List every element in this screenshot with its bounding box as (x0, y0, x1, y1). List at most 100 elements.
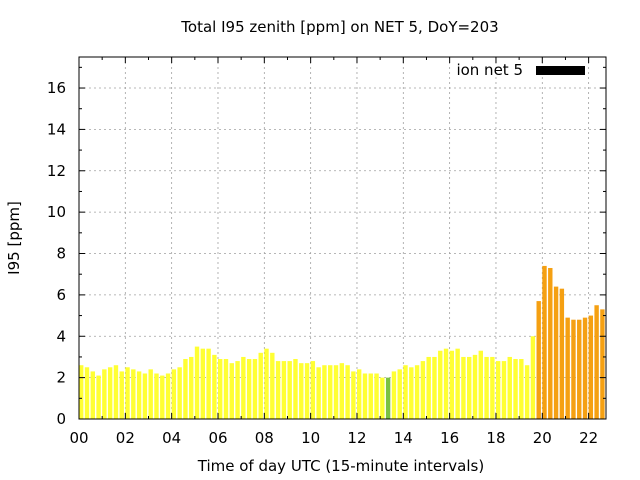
x-tick-label: 08 (255, 429, 274, 447)
bar (420, 361, 426, 419)
bar (356, 369, 362, 419)
bar (582, 317, 588, 419)
bar (530, 336, 536, 419)
bar (177, 367, 182, 419)
bar (310, 361, 316, 419)
bar (246, 359, 252, 419)
bar (391, 371, 397, 419)
bar (183, 359, 188, 419)
bar (165, 373, 171, 419)
bar (142, 373, 148, 419)
y-tick-label: 0 (56, 410, 66, 428)
bar (507, 356, 512, 419)
bar (148, 369, 153, 419)
bar (571, 319, 576, 419)
bar (90, 371, 95, 419)
bar (223, 359, 229, 419)
bar (594, 305, 599, 419)
bar (299, 363, 304, 419)
y-tick-label: 14 (47, 120, 66, 138)
bar (484, 356, 489, 419)
bar (316, 367, 321, 419)
bar (160, 375, 165, 419)
bar (368, 373, 373, 419)
bar (443, 348, 449, 419)
bar (490, 356, 495, 419)
bar (102, 369, 107, 419)
bar (293, 359, 298, 419)
bar (519, 359, 524, 419)
bar (542, 265, 547, 419)
bar (577, 319, 582, 419)
bar (328, 365, 333, 419)
legend: ion net 5 (456, 61, 585, 79)
bar (333, 365, 339, 419)
x-tick-label: 02 (116, 429, 135, 447)
bar (212, 354, 217, 419)
bar (189, 356, 194, 419)
y-tick-label: 12 (47, 162, 66, 180)
bar (565, 317, 570, 419)
bar (449, 350, 455, 419)
bar (600, 309, 605, 419)
bar (524, 365, 530, 419)
bar (171, 369, 177, 419)
x-tick-label: 10 (301, 429, 320, 447)
bar (275, 361, 281, 419)
bar (478, 350, 483, 419)
bar (264, 348, 269, 419)
x-tick-label: 16 (440, 429, 459, 447)
bar (548, 267, 553, 419)
bar (131, 369, 136, 419)
bar (217, 359, 223, 419)
bar (194, 346, 200, 419)
bar (438, 350, 443, 419)
bar (96, 375, 101, 419)
bar (588, 315, 594, 419)
bar (339, 363, 345, 419)
chart-title: Total I95 zenith [ppm] on NET 5, DoY=203 (180, 18, 498, 36)
bars (79, 265, 605, 419)
y-tick-label: 2 (56, 369, 66, 387)
bar (409, 367, 414, 419)
legend-label: ion net 5 (456, 61, 523, 79)
bar (119, 371, 124, 419)
bar (501, 361, 507, 419)
y-tick-label: 6 (56, 286, 66, 304)
bar (258, 352, 263, 419)
bar (79, 365, 84, 419)
bar (345, 365, 350, 419)
bar (206, 348, 211, 419)
y-tick-label: 4 (56, 327, 66, 345)
y-tick-label: 10 (47, 203, 66, 221)
bar (287, 361, 292, 419)
bar (495, 361, 501, 419)
bar (270, 352, 275, 419)
y-tick-label: 8 (56, 245, 66, 263)
bar (403, 365, 408, 419)
bar (380, 377, 385, 419)
bar (107, 367, 113, 419)
y-tick-label: 16 (47, 79, 66, 97)
bar (397, 369, 402, 419)
bar (385, 377, 391, 419)
bar (414, 365, 420, 419)
bar (136, 371, 142, 419)
bar (113, 365, 119, 419)
x-tick-label: 14 (394, 429, 413, 447)
x-axis-label: Time of day UTC (15-minute intervals) (197, 457, 484, 475)
legend-swatch (536, 66, 585, 75)
bar (84, 367, 90, 419)
plot-frame (78, 56, 607, 420)
x-axis-ticks: 00 02 04 06 08 10 12 14 16 18 20 22 (69, 57, 598, 447)
bar (229, 363, 234, 419)
y-axis-label: I95 [ppm] (5, 201, 23, 275)
bar (362, 373, 368, 419)
bar (304, 363, 310, 419)
x-tick-label: 00 (69, 429, 88, 447)
x-tick-label: 18 (486, 429, 505, 447)
x-tick-label: 20 (533, 429, 552, 447)
bar (125, 367, 130, 419)
bar (241, 356, 246, 419)
